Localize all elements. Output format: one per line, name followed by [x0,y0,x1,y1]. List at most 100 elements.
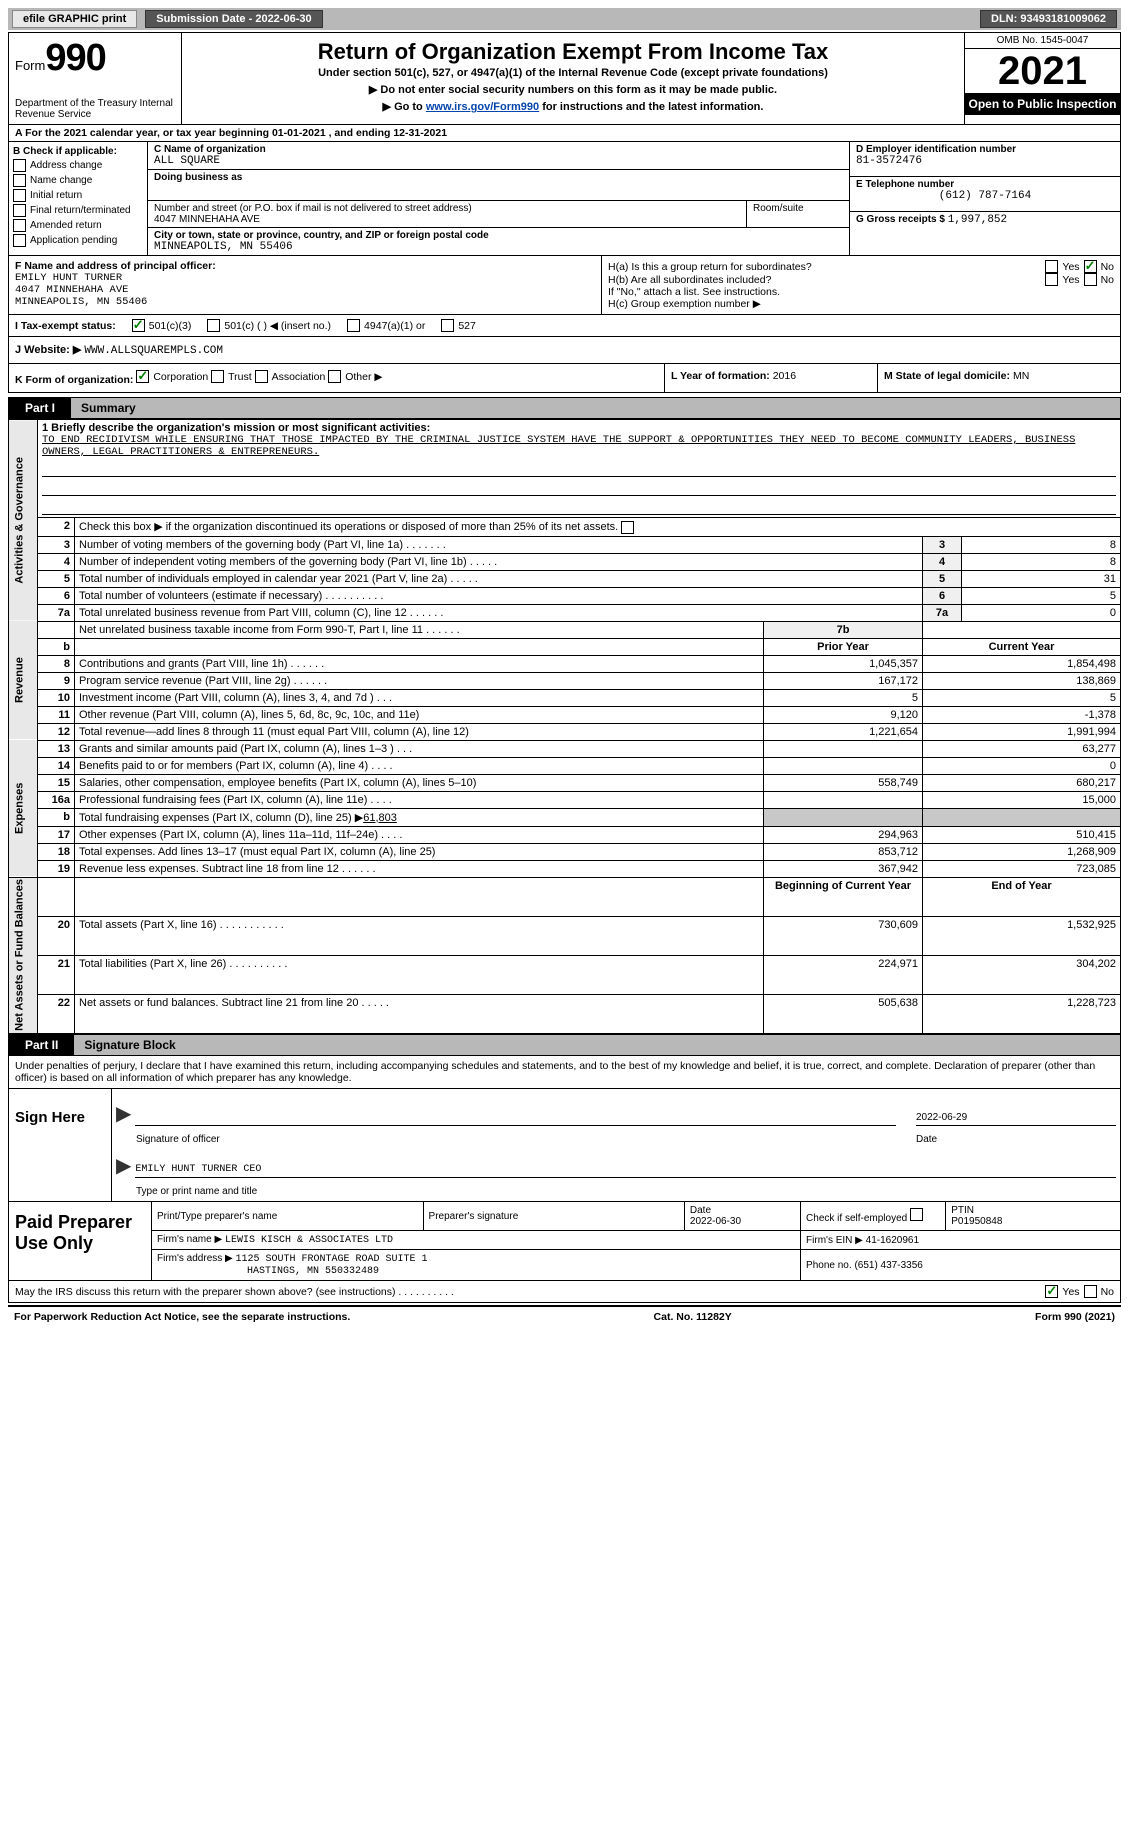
vert-expenses: Expenses [9,740,38,877]
irs-link[interactable]: www.irs.gov/Form990 [426,101,539,113]
officer-street: 4047 MINNEHAHA AVE [15,284,595,296]
signature-declaration: Under penalties of perjury, I declare th… [8,1056,1121,1089]
row-i-tax-exempt: I Tax-exempt status: 501(c)(3) 501(c) ( … [8,315,1121,337]
may-irs-discuss-row: May the IRS discuss this return with the… [8,1281,1121,1303]
line-2: Check this box ▶ if the organization dis… [75,518,1121,537]
paid-preparer-block: Paid Preparer Use Only Print/Type prepar… [8,1202,1121,1281]
hb-label: H(b) Are all subordinates included? [608,274,771,286]
cb-application-pending[interactable] [13,234,26,247]
gross-receipts-value: 1,997,852 [948,214,1007,226]
sign-here-label: Sign Here [9,1089,112,1201]
part2-header: Part II Signature Block [8,1034,1121,1056]
form-number: Form990 [15,37,175,80]
public-inspection-badge: Open to Public Inspection [965,93,1120,115]
note-link-line: ▶ Go to www.irs.gov/Form990 for instruct… [188,100,958,113]
val-7b [923,621,1121,638]
cb-discontinued[interactable] [621,521,634,534]
phone-label: E Telephone number [856,179,1114,190]
note-ssn: ▶ Do not enter social security numbers o… [188,83,958,96]
street-value: 4047 MINNEHAHA AVE [154,214,740,225]
ein-value: 81-3572476 [856,155,1114,167]
website-value: WWW.ALLSQUAREMPLS.COM [84,345,223,357]
beginning-year-header: Beginning of Current Year [764,877,923,916]
irs-discuss-yes-checkbox[interactable] [1045,1285,1058,1298]
efile-button[interactable]: efile GRAPHIC print [12,10,137,28]
cb-association[interactable] [255,370,268,383]
section-c: C Name of organization ALL SQUARE Doing … [148,142,849,255]
ha-label: H(a) Is this a group return for subordin… [608,261,812,273]
cb-name-change[interactable] [13,174,26,187]
row-j-website: J Website: ▶ WWW.ALLSQUAREMPLS.COM [8,337,1121,364]
section-b: B Check if applicable: Address change Na… [9,142,148,255]
org-name-label: C Name of organization [154,144,843,155]
val-6: 5 [962,587,1121,604]
prior-year-header: Prior Year [764,638,923,655]
dba-label: Doing business as [154,172,843,183]
cb-501c3[interactable] [132,319,145,332]
signature-line [135,1123,896,1126]
val-4: 8 [962,553,1121,570]
prep-print-name-label: Print/Type preparer's name [152,1202,423,1231]
cb-other[interactable] [328,370,341,383]
tax-year: 2021 [965,49,1120,93]
section-b-label: B Check if applicable: [13,146,143,157]
cb-501c[interactable] [207,319,220,332]
row-klm: K Form of organization: Corporation Trus… [8,364,1121,393]
paid-preparer-label: Paid Preparer Use Only [9,1202,152,1280]
row-a-calendar-year: A For the 2021 calendar year, or tax yea… [8,125,1121,142]
val-7a: 0 [962,604,1121,621]
suite-label: Room/suite [753,203,843,214]
prep-signature-label: Preparer's signature [423,1202,684,1231]
vert-net-assets: Net Assets or Fund Balances [9,877,38,1034]
section-k: K Form of organization: Corporation Trus… [9,364,665,392]
ha-no-checkbox[interactable] [1084,260,1097,273]
hc-label: H(c) Group exemption number ▶ [608,298,1114,310]
sig-officer-label: Signature of officer [136,1134,220,1145]
val-3: 8 [962,536,1121,553]
cb-address-change[interactable] [13,159,26,172]
cb-527[interactable] [441,319,454,332]
form-title: Return of Organization Exempt From Incom… [188,39,958,65]
section-l: L Year of formation: 2016 [665,364,878,392]
ha-yes-checkbox[interactable] [1045,260,1058,273]
officer-printed-name: EMILY HUNT TURNER CEO [135,1164,1116,1178]
current-year-header: Current Year [923,638,1121,655]
cb-self-employed[interactable] [910,1208,923,1221]
city-value: MINNEAPOLIS, MN 55406 [154,241,843,253]
paperwork-footer: For Paperwork Reduction Act Notice, see … [8,1305,1121,1327]
omb-number: OMB No. 1545-0047 [965,33,1120,49]
sig-date: 2022-06-29 [916,1112,1116,1126]
cb-corporation[interactable] [136,370,149,383]
irs-discuss-no-checkbox[interactable] [1084,1285,1097,1298]
org-name: ALL SQUARE [154,155,843,167]
cb-initial-return[interactable] [13,189,26,202]
form-header: Form990 Department of the Treasury Inter… [8,32,1121,125]
department-label: Department of the Treasury Internal Reve… [15,98,175,120]
section-d: D Employer identification number 81-3572… [849,142,1120,255]
hb-no-checkbox[interactable] [1084,273,1097,286]
section-h: H(a) Is this a group return for subordin… [602,256,1120,314]
part1-header: Part I Summary [8,397,1121,419]
sign-arrow-icon: ▶ [116,1101,131,1126]
hb-yes-checkbox[interactable] [1045,273,1058,286]
form-subtitle: Under section 501(c), 527, or 4947(a)(1)… [188,67,958,79]
dln-badge: DLN: 93493181009062 [980,10,1117,28]
cb-final-return[interactable] [13,204,26,217]
officer-name: EMILY HUNT TURNER [15,272,595,284]
top-toolbar: efile GRAPHIC print Submission Date - 20… [8,8,1121,30]
sig-date-label: Date [916,1134,1116,1145]
section-m: M State of legal domicile: MN [878,364,1120,392]
type-name-label: Type or print name and title [136,1186,1116,1197]
street-label: Number and street (or P.O. box if mail i… [154,203,740,214]
city-label: City or town, state or province, country… [154,230,843,241]
ein-label: D Employer identification number [856,144,1114,155]
submission-date-badge: Submission Date - 2022-06-30 [145,10,322,28]
cb-4947[interactable] [347,319,360,332]
val-5: 31 [962,570,1121,587]
officer-city: MINNEAPOLIS, MN 55406 [15,296,595,308]
vert-governance: Activities & Governance [9,420,38,622]
cb-trust[interactable] [211,370,224,383]
row-fh: F Name and address of principal officer:… [8,256,1121,315]
cb-amended-return[interactable] [13,219,26,232]
end-year-header: End of Year [923,877,1121,916]
